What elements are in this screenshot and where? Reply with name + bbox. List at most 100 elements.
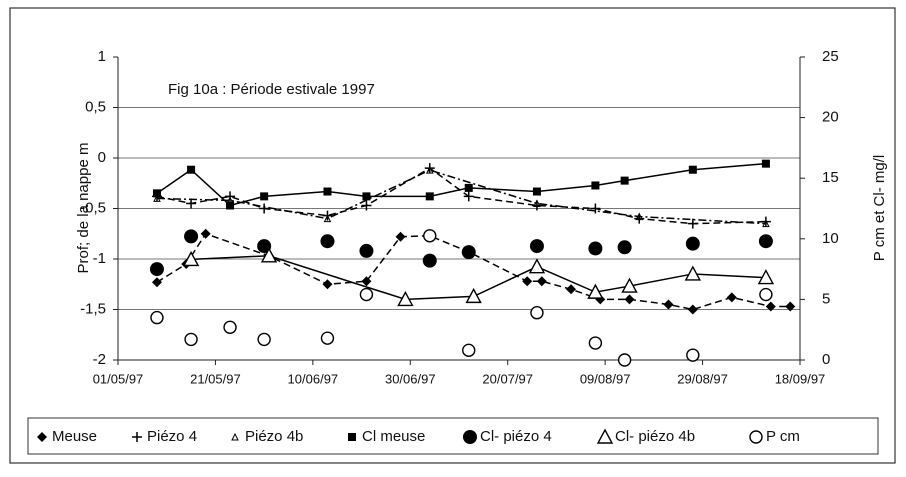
data-point xyxy=(590,203,601,214)
y-tick-label: -1,5 xyxy=(80,300,106,317)
data-point xyxy=(423,229,437,243)
data-point xyxy=(624,294,635,305)
data-point xyxy=(150,310,164,325)
data-point xyxy=(532,187,541,196)
data-point xyxy=(260,247,278,263)
data-point xyxy=(461,245,476,260)
data-point xyxy=(184,229,199,244)
data-point xyxy=(635,212,644,221)
legend-label: Piézo 4b xyxy=(245,428,303,445)
data-point xyxy=(425,192,434,201)
data-point xyxy=(688,165,697,174)
data-point xyxy=(182,250,200,267)
outer-frame xyxy=(9,7,896,464)
data-point xyxy=(528,258,546,274)
data-point xyxy=(566,284,577,295)
y-tick-label: 0 xyxy=(98,149,106,166)
y-tick-label: -2 xyxy=(93,351,106,368)
x-tick-label: 30/06/97 xyxy=(385,371,436,386)
data-point xyxy=(686,348,700,362)
y-axis-label: Prof; de la nappe m xyxy=(75,143,92,274)
data-point xyxy=(785,301,796,312)
legend-box xyxy=(27,417,879,455)
data-point xyxy=(529,239,544,254)
data-point xyxy=(687,218,698,229)
data-point xyxy=(323,214,332,223)
data-point xyxy=(464,183,473,192)
x-tick-label: 29/08/97 xyxy=(677,371,728,386)
y-tick-label: 1 xyxy=(98,48,106,65)
x-tick-label: 21/05/97 xyxy=(190,371,241,386)
legend-marker xyxy=(749,430,763,444)
series-line xyxy=(156,169,766,225)
y2-tick-label: 10 xyxy=(822,230,839,247)
y2-axis-label: P cm et Cl- mg/l xyxy=(871,155,888,261)
data-point xyxy=(759,287,773,302)
series-line xyxy=(191,255,766,301)
data-point xyxy=(425,166,434,174)
data-point xyxy=(257,332,271,347)
data-point xyxy=(322,279,333,290)
data-point xyxy=(397,290,414,307)
legend-label: Meuse xyxy=(52,428,97,445)
data-point xyxy=(359,243,374,258)
data-point xyxy=(761,159,770,168)
data-point xyxy=(588,336,603,350)
data-point xyxy=(634,213,645,224)
data-point xyxy=(621,277,638,293)
data-point xyxy=(757,269,775,285)
data-point xyxy=(361,200,372,211)
series-line xyxy=(156,167,766,225)
data-point xyxy=(726,292,737,303)
legend-label: Cl- piézo 4 xyxy=(480,428,552,445)
y2-tick-label: 15 xyxy=(822,169,839,186)
data-point xyxy=(522,276,533,287)
data-point xyxy=(536,276,547,287)
data-point xyxy=(462,343,476,358)
data-point xyxy=(617,353,632,367)
data-point xyxy=(320,331,335,345)
legend-marker xyxy=(463,430,477,444)
legend-marker xyxy=(37,432,47,442)
data-point xyxy=(362,192,371,201)
data-point xyxy=(186,198,197,209)
legend-label: Piézo 4 xyxy=(147,428,197,445)
data-point xyxy=(588,241,603,256)
data-point xyxy=(395,231,406,242)
series-line xyxy=(156,162,766,207)
y2-tick-label: 5 xyxy=(822,290,830,307)
data-point xyxy=(259,203,270,214)
y-tick-label: -0,5 xyxy=(80,199,106,216)
legend-label: Cl- piézo 4b xyxy=(615,428,695,445)
data-point xyxy=(257,239,272,254)
data-point xyxy=(687,304,698,315)
data-point xyxy=(422,253,437,268)
data-point xyxy=(533,199,541,207)
data-point xyxy=(153,194,161,202)
data-point xyxy=(359,287,374,302)
data-point xyxy=(320,234,335,249)
data-point xyxy=(151,277,162,288)
legend-marker xyxy=(231,432,239,441)
data-point xyxy=(530,306,544,320)
data-point xyxy=(620,176,629,185)
data-point xyxy=(765,301,776,312)
data-point xyxy=(184,332,198,347)
data-point xyxy=(152,189,161,198)
data-point xyxy=(361,276,372,287)
data-point xyxy=(260,192,269,201)
data-point xyxy=(762,219,770,228)
x-tick-label: 01/05/97 xyxy=(93,371,144,386)
y2-tick-label: 20 xyxy=(822,109,839,126)
y-tick-label: -1 xyxy=(93,250,106,267)
data-point xyxy=(323,187,332,196)
legend-label: P cm xyxy=(766,428,800,445)
chart-title: Fig 10a : Période estivale 1997 xyxy=(168,81,375,98)
data-point xyxy=(617,240,632,255)
y2-tick-label: 0 xyxy=(822,351,830,368)
data-point xyxy=(587,283,604,299)
x-tick-label: 20/07/97 xyxy=(482,371,533,386)
data-point xyxy=(465,287,482,304)
